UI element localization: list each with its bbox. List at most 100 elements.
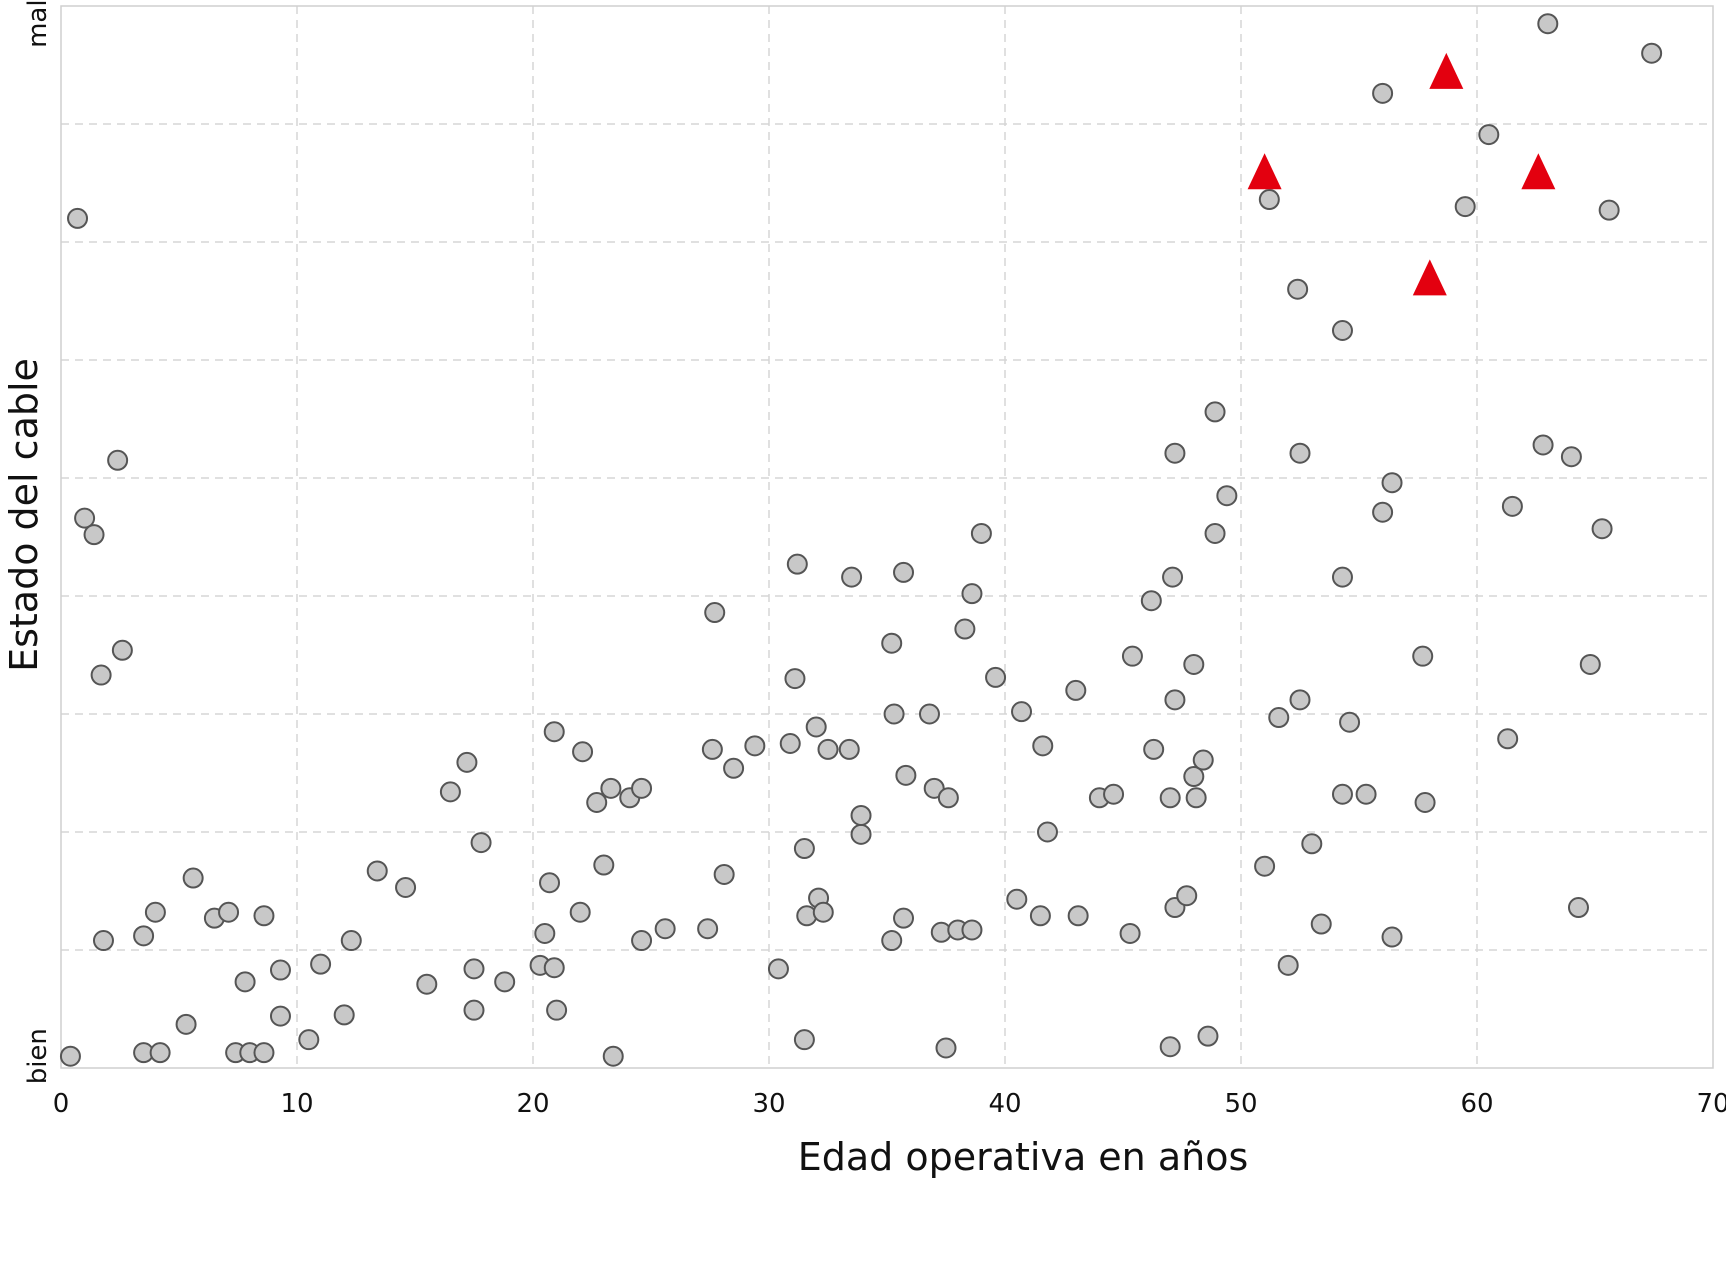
data-point-circle — [1011, 701, 1033, 723]
data-point-circle — [602, 1045, 624, 1067]
data-point-circle — [937, 787, 959, 809]
data-point-circle — [1331, 566, 1353, 588]
data-point-circle — [1598, 199, 1620, 221]
data-point-circle — [1103, 783, 1125, 805]
data-point-circle — [1591, 518, 1613, 540]
data-point-circle — [1567, 897, 1589, 919]
data-point-circle — [1289, 442, 1311, 464]
data-point-circle — [269, 959, 291, 981]
data-point-circle — [713, 863, 735, 885]
data-point-circle — [1268, 707, 1290, 729]
data-point-circle — [534, 922, 556, 944]
data-point-circle — [954, 618, 976, 640]
data-point-circle — [1183, 653, 1205, 675]
data-point-circle — [593, 854, 615, 876]
data-point-circle — [1032, 735, 1054, 757]
data-point-circle — [74, 507, 96, 529]
data-point-circle — [1029, 905, 1051, 927]
data-point-circle — [1381, 472, 1403, 494]
data-point-circle — [539, 872, 561, 894]
data-point-circle — [569, 901, 591, 923]
data-point-circle — [850, 823, 872, 845]
data-point-circle — [234, 971, 256, 993]
data-point-circle — [1560, 446, 1582, 468]
data-point-circle — [918, 703, 940, 725]
data-point-circle — [793, 1029, 815, 1051]
data-point-circle — [1372, 82, 1394, 104]
data-point-circle — [631, 777, 653, 799]
data-point-circle — [1162, 566, 1184, 588]
data-point-circle — [463, 999, 485, 1021]
data-point-circle — [1454, 196, 1476, 218]
data-point-circle — [1176, 885, 1198, 907]
x-tick-label: 0 — [53, 1089, 70, 1119]
data-point-circle — [1185, 787, 1207, 809]
data-point-circle — [1159, 787, 1181, 809]
data-point-circle — [107, 449, 129, 471]
x-tick-label: 50 — [1224, 1089, 1257, 1119]
data-point-circle — [895, 764, 917, 786]
data-point-circle — [1331, 320, 1353, 341]
data-point-circle — [1414, 792, 1436, 813]
data-point-circle — [985, 666, 1007, 688]
x-tick-label: 40 — [988, 1089, 1021, 1119]
data-point-circle — [1121, 645, 1143, 667]
x-axis-tick-labels: 0 10 20 30 40 50 60 70 — [53, 1089, 1726, 1119]
data-point-circle — [340, 930, 362, 952]
data-point-circle — [1381, 926, 1403, 948]
data-point-circle — [841, 566, 863, 588]
data-point-circle — [1641, 42, 1663, 64]
x-tick-label: 10 — [280, 1089, 313, 1119]
data-point-circle — [1287, 278, 1309, 300]
data-point-circle — [704, 602, 726, 624]
data-point-circle — [133, 925, 155, 947]
data-point-circle — [600, 777, 622, 799]
data-point-circle — [90, 664, 112, 686]
data-point-circle — [1065, 679, 1087, 701]
data-point-circle — [182, 867, 204, 889]
data-point-circle — [218, 901, 240, 923]
data-point-circle — [767, 958, 789, 980]
data-point-circle — [786, 553, 808, 575]
x-tick-label: 70 — [1696, 1089, 1726, 1119]
data-point-circle — [744, 735, 766, 757]
data-point-circle — [298, 1029, 320, 1051]
data-points — [59, 13, 1663, 1067]
x-tick-label: 60 — [1460, 1089, 1493, 1119]
data-point-circle — [366, 860, 388, 882]
data-point-circle — [546, 999, 568, 1021]
data-point-circle — [631, 930, 653, 952]
data-point-circle — [893, 907, 915, 929]
data-point-circle — [1331, 783, 1353, 805]
data-point-circle — [1372, 501, 1394, 523]
data-point-circle — [1537, 13, 1559, 35]
data-point-circle — [92, 930, 114, 952]
data-point-circle — [793, 838, 815, 860]
y-axis-title: Estado del cable — [2, 358, 46, 672]
data-point-circle — [1310, 913, 1332, 935]
data-point-circle — [779, 733, 801, 754]
data-point-circle — [784, 668, 806, 690]
data-point-circle — [1006, 888, 1028, 910]
data-point-circle — [883, 703, 905, 725]
data-point-triangle — [1429, 52, 1464, 89]
data-point-circle — [175, 1013, 197, 1035]
data-point-circle — [1119, 922, 1141, 944]
data-point-circle — [543, 957, 565, 979]
data-point-circle — [723, 757, 745, 779]
data-point-circle — [838, 738, 860, 760]
data-point-circle — [1164, 442, 1186, 464]
data-point-circle — [1204, 401, 1226, 423]
data-point-circle — [333, 1004, 355, 1026]
data-point-circle — [395, 876, 417, 898]
data-point-circle — [149, 1042, 171, 1064]
data-point-circle — [1197, 1025, 1219, 1047]
data-point-triangle — [1412, 259, 1447, 296]
data-point-circle — [111, 639, 133, 661]
data-point-circle — [470, 832, 492, 854]
data-point-circle — [654, 918, 676, 940]
data-point-circle — [961, 919, 983, 941]
data-point-circle — [1501, 495, 1523, 517]
data-point-circle — [970, 522, 992, 544]
data-point-circle — [416, 973, 438, 995]
